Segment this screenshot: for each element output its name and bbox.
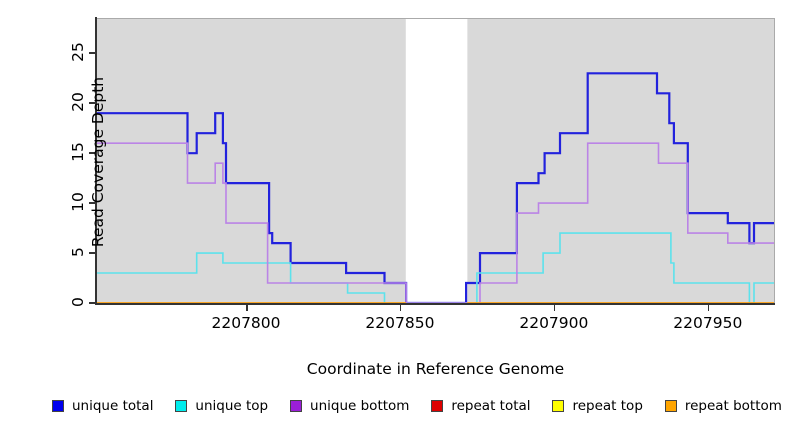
y-axis-tick-label: 15 (69, 142, 87, 163)
legend-swatch (175, 400, 188, 412)
y-axis-tick (89, 152, 95, 154)
x-axis-tick-label: 2207800 (211, 314, 281, 332)
y-axis-tick (89, 252, 95, 254)
legend-item-repeat-bottom: repeat bottom (664, 398, 782, 414)
legend-swatch (52, 400, 64, 412)
y-axis-tick-label: 10 (69, 192, 87, 212)
x-axis-tick-label: 2207850 (365, 314, 435, 332)
legend-label: unique total (72, 398, 154, 414)
legend-swatch (290, 400, 303, 412)
y-axis-tick (89, 102, 95, 104)
legend-item-unique-top: unique top (175, 398, 268, 414)
plot-area (97, 18, 775, 305)
y-axis-tick-label: 5 (69, 247, 87, 257)
x-axis-tick-label: 2207900 (519, 314, 589, 332)
legend-swatch (664, 400, 677, 412)
y-axis-tick-label: 20 (69, 92, 87, 113)
legend-label: unique bottom (310, 398, 410, 414)
series-path-unique-total (97, 72, 774, 305)
x-axis-title: Coordinate in Reference Genome (306, 360, 565, 378)
y-axis-title: Read Coverage Depth (89, 76, 107, 248)
legend-label: repeat top (572, 398, 643, 414)
y-axis-line (95, 17, 97, 305)
masked-region (405, 19, 468, 305)
legend-swatch (552, 400, 565, 412)
legend-item-unique-bottom: unique bottom (290, 398, 409, 414)
y-axis-tick-label: 25 (69, 42, 87, 63)
legend-item-repeat-top: repeat top (552, 398, 643, 414)
series-path-unique-bottom (97, 142, 774, 304)
x-axis-tick (553, 305, 556, 311)
x-axis-tick (246, 305, 248, 311)
x-axis-tick-label: 2207950 (673, 314, 743, 332)
y-axis-tick (89, 202, 95, 204)
legend-item-repeat-total: repeat total (431, 398, 531, 414)
legend-label: unique top (195, 398, 269, 414)
x-axis-tick (707, 305, 710, 311)
coverage-plot-svg (97, 19, 774, 305)
x-axis-line (95, 303, 775, 305)
legend-label: repeat total (451, 398, 531, 414)
y-axis-tick (89, 52, 95, 54)
legend: unique total unique top unique bottom repea… (0, 398, 792, 414)
legend-label: repeat bottom (684, 398, 782, 414)
x-axis-tick (399, 305, 402, 311)
y-axis-tick (89, 302, 95, 304)
y-axis-tick-label: 0 (69, 297, 87, 307)
series-path-unique-top (97, 232, 774, 304)
legend-swatch (431, 400, 444, 412)
legend-item-unique-total: unique total (52, 398, 153, 414)
